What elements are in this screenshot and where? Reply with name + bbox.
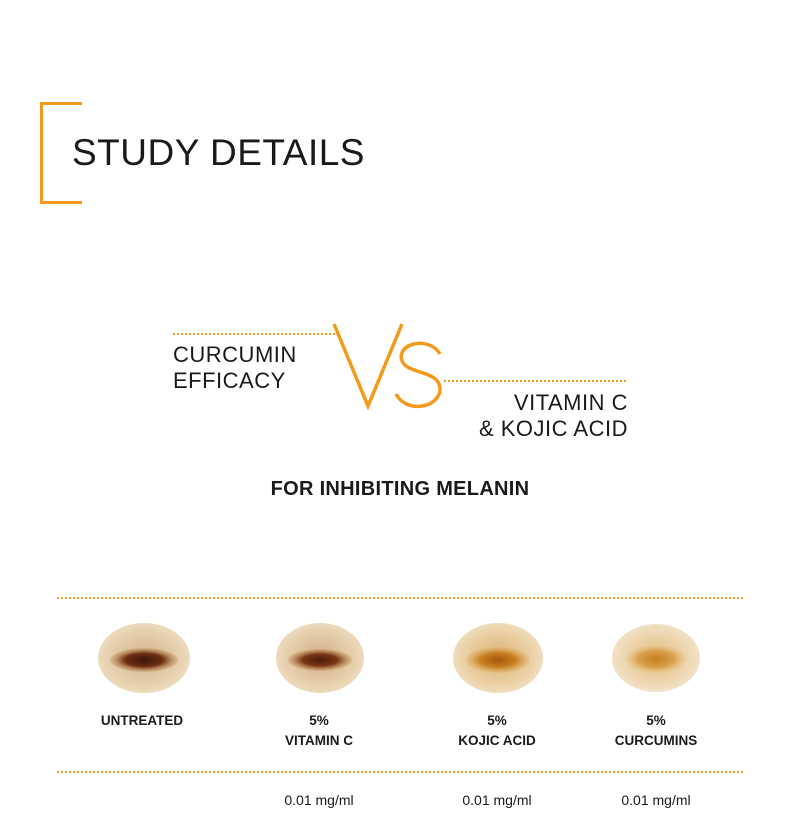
concentration-curcumins: 0.01 mg/ml (621, 792, 691, 808)
left-dotted-line (173, 333, 335, 335)
sample-label-line2: VITAMIN C (285, 733, 353, 748)
melanin-sample-vitamin-c-image (276, 623, 364, 693)
sample-label-line2: KOJIC ACID (458, 733, 536, 748)
page-title: STUDY DETAILS (72, 132, 365, 173)
sample-label-vitamin-c: 5% VITAMIN C (239, 711, 399, 751)
sample-label-line1: 5% (487, 713, 507, 728)
top-separator (57, 597, 743, 599)
sample-label-line1: 5% (646, 713, 666, 728)
right-label-line1: VITAMIN C (513, 390, 628, 415)
concentration-kojic-acid: 0.01 mg/ml (462, 792, 532, 808)
sample-label-line1: UNTREATED (100, 713, 184, 728)
melanin-sample-untreated-image (98, 623, 190, 693)
sample-label-line1: 5% (309, 713, 329, 728)
vitamin-c-kojic-label: VITAMIN C & KOJIC ACID (479, 390, 628, 442)
subtitle: FOR INHIBITING MELANIN (270, 478, 530, 500)
right-label-line2: & KOJIC ACID (478, 416, 628, 441)
vs-graphic: VS (332, 323, 442, 411)
sample-label-line2: CURCUMINS (614, 733, 698, 748)
sample-image-vitamin-c (240, 620, 400, 696)
sample-image-untreated (64, 620, 224, 696)
title-bracket (40, 102, 82, 204)
right-dotted-line (444, 380, 626, 382)
concentration-vitamin-c: 0.01 mg/ml (284, 792, 354, 808)
sample-image-curcumins (576, 620, 736, 696)
melanin-sample-kojic-acid-image (453, 623, 543, 693)
sample-label-curcumins: 5% CURCUMINS (576, 711, 736, 751)
bottom-separator (57, 771, 743, 773)
melanin-sample-curcumins-image (612, 624, 700, 692)
sample-label-kojic-acid: 5% KOJIC ACID (417, 711, 577, 751)
left-label-line1: CURCUMIN (173, 342, 297, 367)
curcumin-efficacy-label: CURCUMIN EFFICACY (173, 342, 297, 394)
left-label-line2: EFFICACY (173, 368, 286, 393)
sample-image-kojic-acid (418, 620, 578, 696)
sample-label-untreated: UNTREATED (62, 711, 222, 731)
